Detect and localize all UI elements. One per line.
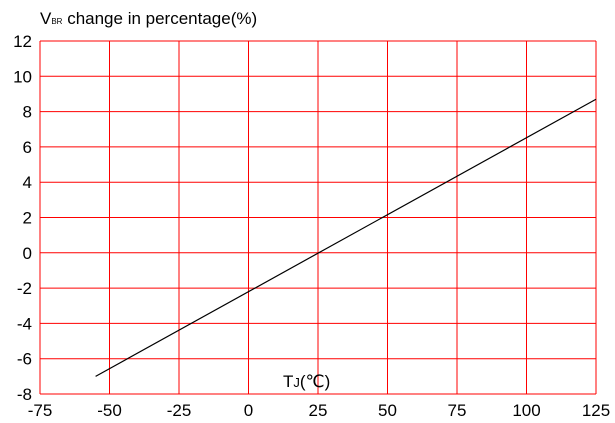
x-tick-label: 0 xyxy=(244,401,253,420)
y-tick-label: 12 xyxy=(13,32,32,51)
y-tick-label: 10 xyxy=(13,67,32,86)
grid xyxy=(39,40,597,395)
y-tick-label: -4 xyxy=(17,314,32,333)
chart-title-v: V xyxy=(40,9,52,28)
x-axis-label-subscript: J xyxy=(293,375,300,390)
y-tick-label: -2 xyxy=(17,279,32,298)
y-tick-label: 4 xyxy=(23,173,32,192)
x-axis-label-t: T xyxy=(283,372,293,391)
y-tick-label: -8 xyxy=(17,385,32,404)
y-tick-labels: -8 -6 -4 -2 0 2 4 6 8 10 12 xyxy=(13,32,32,404)
chart-title-rest: change in percentage(%) xyxy=(62,9,257,28)
x-tick-label: -50 xyxy=(97,401,122,420)
series xyxy=(95,98,597,377)
x-tick-label: 125 xyxy=(582,401,610,420)
x-axis-label: TJ(℃) xyxy=(283,372,330,391)
x-tick-label: 50 xyxy=(378,401,397,420)
y-tick-label: -6 xyxy=(17,350,32,369)
y-tick-label: 8 xyxy=(23,103,32,122)
x-tick-label: 25 xyxy=(309,401,328,420)
chart-title: VBR change in percentage(%) xyxy=(40,9,257,28)
series-line xyxy=(95,98,597,377)
x-tick-labels: -75 -50 -25 0 25 50 75 100 125 xyxy=(28,401,610,420)
y-tick-label: 0 xyxy=(23,244,32,263)
x-tick-label: 100 xyxy=(512,401,540,420)
x-tick-label: -75 xyxy=(28,401,53,420)
x-tick-label: 75 xyxy=(448,401,467,420)
chart-title-subscript: BR xyxy=(51,17,62,26)
x-axis-label-unit: (℃) xyxy=(300,372,330,391)
y-tick-label: 6 xyxy=(23,138,32,157)
x-tick-label: -25 xyxy=(167,401,192,420)
y-tick-label: 2 xyxy=(23,209,32,228)
